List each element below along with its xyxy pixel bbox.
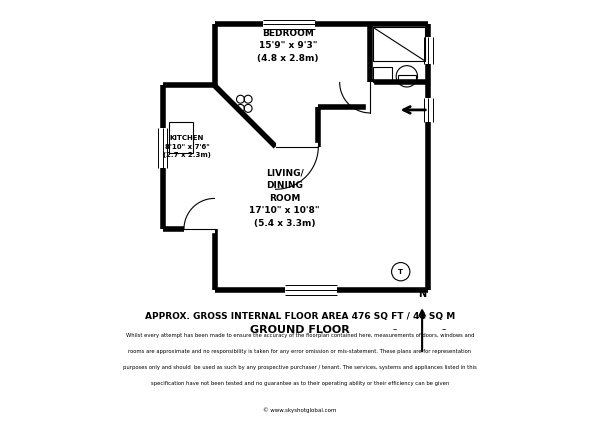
Text: © www.skyshotglobal.com: © www.skyshotglobal.com bbox=[263, 407, 337, 413]
Text: KITCHEN
8'10" x 7'6"
(2.7 x 2.3m): KITCHEN 8'10" x 7'6" (2.7 x 2.3m) bbox=[163, 135, 211, 158]
Text: LIVING/
DINING
ROOM
17'10" x 10'8"
(5.4 x 3.3m): LIVING/ DINING ROOM 17'10" x 10'8" (5.4 … bbox=[250, 169, 320, 228]
Bar bbox=[398, 75, 416, 82]
Text: BEDROOM
15'9" x 9'3"
(4.8 x 2.8m): BEDROOM 15'9" x 9'3" (4.8 x 2.8m) bbox=[257, 29, 319, 63]
Text: purposes only and should  be used as such by any prospective purchaser / tenant.: purposes only and should be used as such… bbox=[123, 365, 477, 370]
Bar bbox=[169, 122, 193, 153]
Text: rooms are approximate and no responsibility is taken for any error omission or m: rooms are approximate and no responsibil… bbox=[128, 349, 472, 354]
Text: N: N bbox=[418, 289, 426, 299]
Text: GROUND FLOOR: GROUND FLOOR bbox=[250, 325, 350, 335]
Text: specification have not been tested and no guarantee as to their operating abilit: specification have not been tested and n… bbox=[151, 381, 449, 386]
Text: –: – bbox=[392, 325, 397, 334]
Text: T: T bbox=[398, 269, 403, 275]
Text: APPROX. GROSS INTERNAL FLOOR AREA 476 SQ FT / 44 SQ M: APPROX. GROSS INTERNAL FLOOR AREA 476 SQ… bbox=[145, 312, 455, 321]
Bar bbox=[373, 28, 425, 61]
Text: Whilst every attempt has been made to ensure the accuracy of the floorplan conta: Whilst every attempt has been made to en… bbox=[126, 333, 474, 338]
Text: –: – bbox=[442, 325, 446, 334]
Bar bbox=[373, 67, 392, 82]
